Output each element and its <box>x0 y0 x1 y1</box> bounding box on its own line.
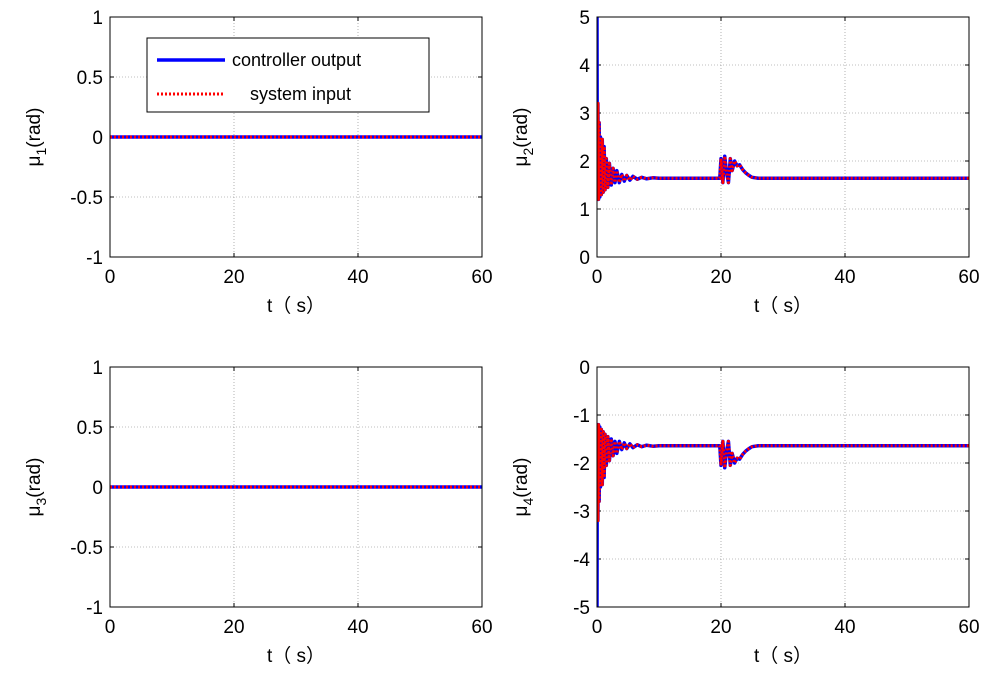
y-axis-label: μ2(rad) <box>511 108 536 167</box>
y-axis-label-symbol: μ <box>511 505 532 516</box>
x-tick-label: 40 <box>834 267 855 288</box>
y-axis-label: μ3(rad) <box>24 458 49 517</box>
y-axis-label-symbol: μ <box>511 155 532 166</box>
subplot-mu1: 0 20 40 60-1-0.500.51t（ s）μ1(rad)controller… <box>24 8 493 317</box>
x-tick-label: 40 <box>347 617 368 638</box>
x-tick-label: 40 <box>347 267 368 288</box>
x-tick-label: 60 <box>471 617 492 638</box>
series-line-system-input <box>597 423 969 523</box>
y-tick-label: -3 <box>573 502 590 523</box>
x-tick-label: 0 <box>105 617 116 638</box>
x-tick-label: 20 <box>223 617 244 638</box>
y-axis-label-symbol: μ <box>24 155 45 166</box>
y-tick-label: 2 <box>579 152 590 173</box>
y-axis-label: μ4(rad) <box>511 458 536 517</box>
y-tick-label: 0.5 <box>77 68 103 89</box>
x-tick-label: 0 <box>592 617 603 638</box>
y-tick-label: 4 <box>579 56 590 77</box>
y-tick-label: -4 <box>573 550 590 571</box>
legend-box <box>146 37 430 113</box>
y-axis-label-subscript: 3 <box>33 497 49 505</box>
y-axis-label: μ1(rad) <box>24 108 49 167</box>
series-group <box>597 17 969 202</box>
y-axis-label-unit: (rad) <box>24 108 45 148</box>
subplot-mu4: 0 20 40 60 -5 -4 -3 -2 -1 0 t（ s） μ4(rad) <box>511 358 980 667</box>
x-axis-label: t（ s） <box>754 645 812 667</box>
y-axis-label-unit: (rad) <box>511 458 532 498</box>
y-tick-label: -2 <box>573 454 590 475</box>
subplot-mu3: 0 20 40 60 -1 -0.5 0 0.5 1 t（ s） μ3(rad) <box>24 358 493 667</box>
x-tick-label: 40 <box>834 617 855 638</box>
axes-box <box>596 366 970 608</box>
x-tick-label: 60 <box>958 617 979 638</box>
series-line-controller-output <box>597 17 969 202</box>
series-group <box>597 422 969 607</box>
y-axis-label-symbol: μ <box>24 505 45 516</box>
axes-box <box>109 16 483 258</box>
y-tick-label: -1 <box>86 598 103 619</box>
legend-label: system input <box>250 84 351 104</box>
y-tick-label: 0.5 <box>77 418 103 439</box>
x-tick-label: 60 <box>958 267 979 288</box>
legend: controller output system input <box>146 37 430 113</box>
y-tick-label: 1 <box>579 200 590 221</box>
y-tick-label: 1 <box>92 358 103 379</box>
axes-box <box>109 366 483 608</box>
y-tick-label: -0.5 <box>70 188 103 209</box>
x-tick-label: 20 <box>223 267 244 288</box>
y-tick-label: -0.5 <box>70 538 103 559</box>
y-axis-label-unit: (rad) <box>24 458 45 498</box>
series-line-system-input <box>597 101 969 201</box>
x-axis-label: t（ s） <box>754 295 812 317</box>
x-axis-label: t（ s） <box>267 645 325 667</box>
x-tick-label: 20 <box>710 617 731 638</box>
y-axis-label-unit: (rad) <box>511 108 532 148</box>
x-tick-label: 20 <box>710 267 731 288</box>
x-tick-label: 0 <box>105 267 116 288</box>
y-tick-label: -5 <box>573 598 590 619</box>
y-tick-label: 3 <box>579 104 590 125</box>
y-tick-label: 0 <box>92 478 103 499</box>
x-tick-label: 0 <box>592 267 603 288</box>
x-axis-label: t（ s） <box>267 295 325 317</box>
y-axis-label-subscript: 4 <box>520 497 536 505</box>
y-tick-label: 0 <box>92 128 103 149</box>
y-tick-label: -1 <box>86 248 103 269</box>
y-tick-label: 0 <box>579 248 590 269</box>
y-tick-label: -1 <box>573 406 590 427</box>
axes-box <box>596 16 970 258</box>
y-axis-label-subscript: 2 <box>520 147 536 155</box>
series-line-controller-output <box>597 422 969 607</box>
legend-label: controller output <box>232 50 361 70</box>
y-tick-label: 5 <box>579 8 590 29</box>
y-tick-label: 0 <box>579 358 590 379</box>
x-tick-label: 60 <box>471 267 492 288</box>
y-tick-label: 1 <box>92 8 103 29</box>
y-axis-label-subscript: 1 <box>33 147 49 155</box>
